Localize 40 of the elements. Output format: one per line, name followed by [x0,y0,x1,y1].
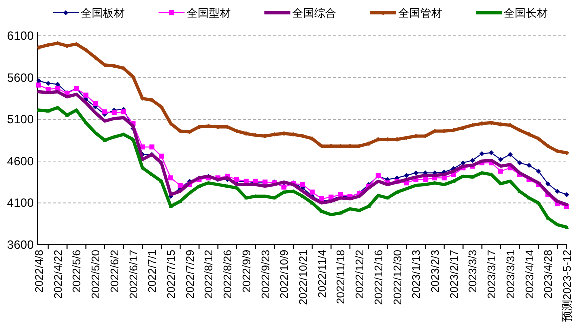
x-tick-label: 2022/7/15 [166,250,178,299]
y-tick-label: 4100 [7,196,34,210]
x-tick-label: 2022/4/22 [52,250,65,299]
x-tick-label: 2023/1/13 [411,250,424,299]
legend-label: 全国板材 [81,7,125,20]
x-tick-label: 2023/4/14 [524,250,536,299]
x-tick-label: 2022/12/30 [392,250,404,306]
x-tick-label: 2022/6/17 [128,250,140,299]
x-tick-label: 2022/5/20 [90,250,103,299]
y-tick-label: 5600 [7,70,34,85]
x-tick-label: 2022/10/21 [298,250,310,306]
x-tick-label: 2022/7/29 [184,250,197,299]
x-tick-label: 2022/11/4 [316,250,329,298]
x-tick-label: 2023/2/17 [448,250,461,299]
x-tick-label: 2022/7/1 [147,250,160,293]
x-tick-label: 2023/3/17 [486,250,499,299]
x-tick-label: 2022/9/9 [241,250,254,293]
x-tick-label: 2022/9/23 [260,250,272,299]
x-tick-label: 2022/6/2 [109,250,122,293]
x-tick-label: 2022/11/18 [336,250,348,304]
x-tick-label: 2023/3/3 [468,250,480,293]
x-tick-label: 2023/4/28 [543,250,556,299]
x-tick-label: 预测2023-5-12 [562,250,573,322]
legend-label: 全国综合 [292,7,337,20]
y-tick-label: 6100 [7,29,34,43]
x-tick-label: 2022/12/16 [373,250,386,306]
y-tick-label: 5100 [7,112,34,127]
x-tick-label: 2022/10/9 [279,250,292,299]
x-tick-label: 2022/8/26 [222,250,235,299]
y-tick-label: 4600 [7,154,34,168]
x-tick-label: 2023/2/3 [430,250,442,293]
legend-label: 全国型材 [186,7,231,20]
y-tick-label: 3600 [7,238,34,252]
x-tick-label: 2022/5/6 [72,250,84,293]
x-tick-label: 2022/8/12 [204,250,216,299]
x-tick-label: 2023/3/31 [505,250,518,299]
x-tick-label: 2022/4/8 [34,250,46,293]
legend-label: 全国管材 [398,7,442,20]
legend-label: 全国长材 [504,7,548,20]
x-tick-label: 2022/12/2 [354,250,367,299]
